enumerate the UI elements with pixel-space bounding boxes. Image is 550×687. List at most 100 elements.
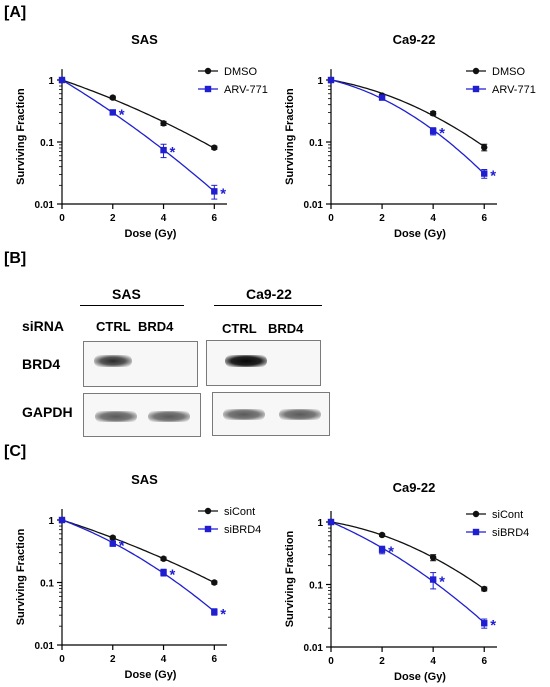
- data-point: [481, 170, 488, 177]
- series-line-1: [330, 521, 485, 624]
- data-point: [429, 576, 437, 583]
- legend-label: siCont: [492, 509, 523, 521]
- data-point: [378, 94, 386, 101]
- x-tick-label: 0: [59, 213, 65, 224]
- y-axis-label: Surviving Fraction: [15, 528, 27, 625]
- y-tick-label: 0.01: [304, 200, 324, 211]
- data-point: [109, 109, 116, 116]
- series-line-0: [61, 79, 215, 149]
- significance-star: *: [388, 544, 394, 561]
- legend-marker: [472, 510, 480, 518]
- band-ca922-ctrl-gapdh: [223, 409, 265, 420]
- blot-row-header: siRNA: [22, 318, 65, 334]
- y-tick-label: 0.01: [304, 643, 324, 654]
- blot-group-ca922: Ca9-22: [246, 286, 292, 302]
- legend-label: ARV-771: [492, 84, 536, 96]
- data-point: [160, 569, 167, 576]
- legend-marker: [472, 528, 480, 536]
- band-sas-ctrl-brd4: [94, 355, 132, 367]
- significance-star: *: [439, 574, 445, 591]
- panel-label-a: [A]: [4, 4, 27, 21]
- y-tick-label: 1: [317, 76, 323, 87]
- data-point: [160, 146, 167, 154]
- data-point: [481, 144, 488, 151]
- x-tick-label: 6: [481, 656, 487, 667]
- blot-protein-gapdh: GAPDH: [22, 404, 73, 420]
- band-ca922-brd4-gapdh: [279, 409, 321, 420]
- x-tick-label: 2: [379, 213, 385, 224]
- data-point: [109, 540, 116, 547]
- x-axis-label: Dose (Gy): [394, 228, 446, 240]
- data-point: [378, 546, 386, 553]
- y-tick-label: 1: [317, 518, 323, 529]
- blot-box-ca922-brd4: [206, 340, 321, 386]
- x-tick-label: 4: [430, 213, 436, 224]
- chart-title: Ca9-22: [393, 480, 436, 495]
- x-tick-label: 4: [430, 656, 436, 667]
- data-point: [378, 531, 386, 539]
- x-tick-label: 2: [110, 213, 116, 224]
- data-point: [481, 620, 488, 627]
- blot-box-sas-gapdh: [83, 393, 201, 437]
- data-point: [160, 555, 167, 562]
- legend-label: ARV-771: [224, 84, 268, 96]
- blot-group-line-sas: [80, 305, 184, 306]
- significance-star: *: [490, 617, 496, 634]
- legend-label: siCont: [224, 506, 255, 518]
- panel-label-c: [C]: [4, 443, 27, 460]
- series-line-1: [61, 79, 215, 192]
- x-tick-label: 0: [328, 213, 334, 224]
- series-line-1: [330, 79, 485, 175]
- chart-title: SAS: [131, 472, 158, 487]
- blot-group-sas: SAS: [112, 286, 141, 302]
- significance-star: *: [119, 106, 125, 123]
- y-tick-label: 0.1: [309, 138, 323, 149]
- significance-star: *: [220, 185, 226, 202]
- blot-lane-sas-brd4: BRD4: [138, 319, 174, 334]
- x-tick-label: 2: [379, 656, 385, 667]
- blot-lane-sas-ctrl: CTRL: [96, 319, 131, 334]
- data-point: [109, 534, 116, 541]
- x-tick-label: 6: [212, 654, 218, 665]
- blot-lane-ca922-ctrl: CTRL: [222, 321, 257, 336]
- y-tick-label: 0.01: [35, 200, 55, 211]
- data-point: [429, 127, 437, 135]
- legend-label: siBRD4: [224, 524, 261, 536]
- series-line-1: [61, 519, 215, 612]
- data-point: [211, 608, 218, 615]
- significance-star: *: [170, 566, 176, 583]
- y-tick-label: 0.1: [309, 581, 323, 592]
- y-tick-label: 1: [48, 76, 54, 87]
- legend-marker: [204, 507, 212, 515]
- legend-marker: [472, 85, 480, 93]
- blot-box-ca922-gapdh: [212, 392, 330, 436]
- blot-group-line-ca922: [214, 305, 322, 306]
- x-tick-label: 2: [110, 654, 116, 665]
- x-axis-label: Dose (Gy): [394, 671, 446, 683]
- blot-box-sas-brd4: [83, 341, 198, 387]
- data-point: [58, 76, 66, 84]
- blot-lane-ca922-brd4: BRD4: [268, 321, 304, 336]
- x-tick-label: 0: [59, 654, 65, 665]
- data-point: [211, 144, 218, 151]
- significance-star: *: [170, 144, 176, 161]
- legend-marker: [204, 525, 212, 533]
- series-line-0: [330, 521, 485, 590]
- chart-title: SAS: [131, 32, 158, 47]
- x-axis-label: Dose (Gy): [125, 228, 177, 240]
- series-line-0: [61, 519, 215, 584]
- band-ca922-ctrl-brd4: [225, 355, 267, 367]
- band-sas-ctrl-gapdh: [95, 411, 137, 422]
- significance-star: *: [439, 125, 445, 142]
- legend-label: DMSO: [224, 66, 257, 78]
- legend-marker: [472, 67, 480, 75]
- x-tick-label: 4: [161, 213, 167, 224]
- y-tick-label: 0.01: [35, 641, 55, 652]
- significance-star: *: [490, 168, 496, 185]
- x-tick-label: 6: [212, 213, 218, 224]
- data-point: [429, 110, 437, 117]
- legend-marker: [204, 67, 212, 75]
